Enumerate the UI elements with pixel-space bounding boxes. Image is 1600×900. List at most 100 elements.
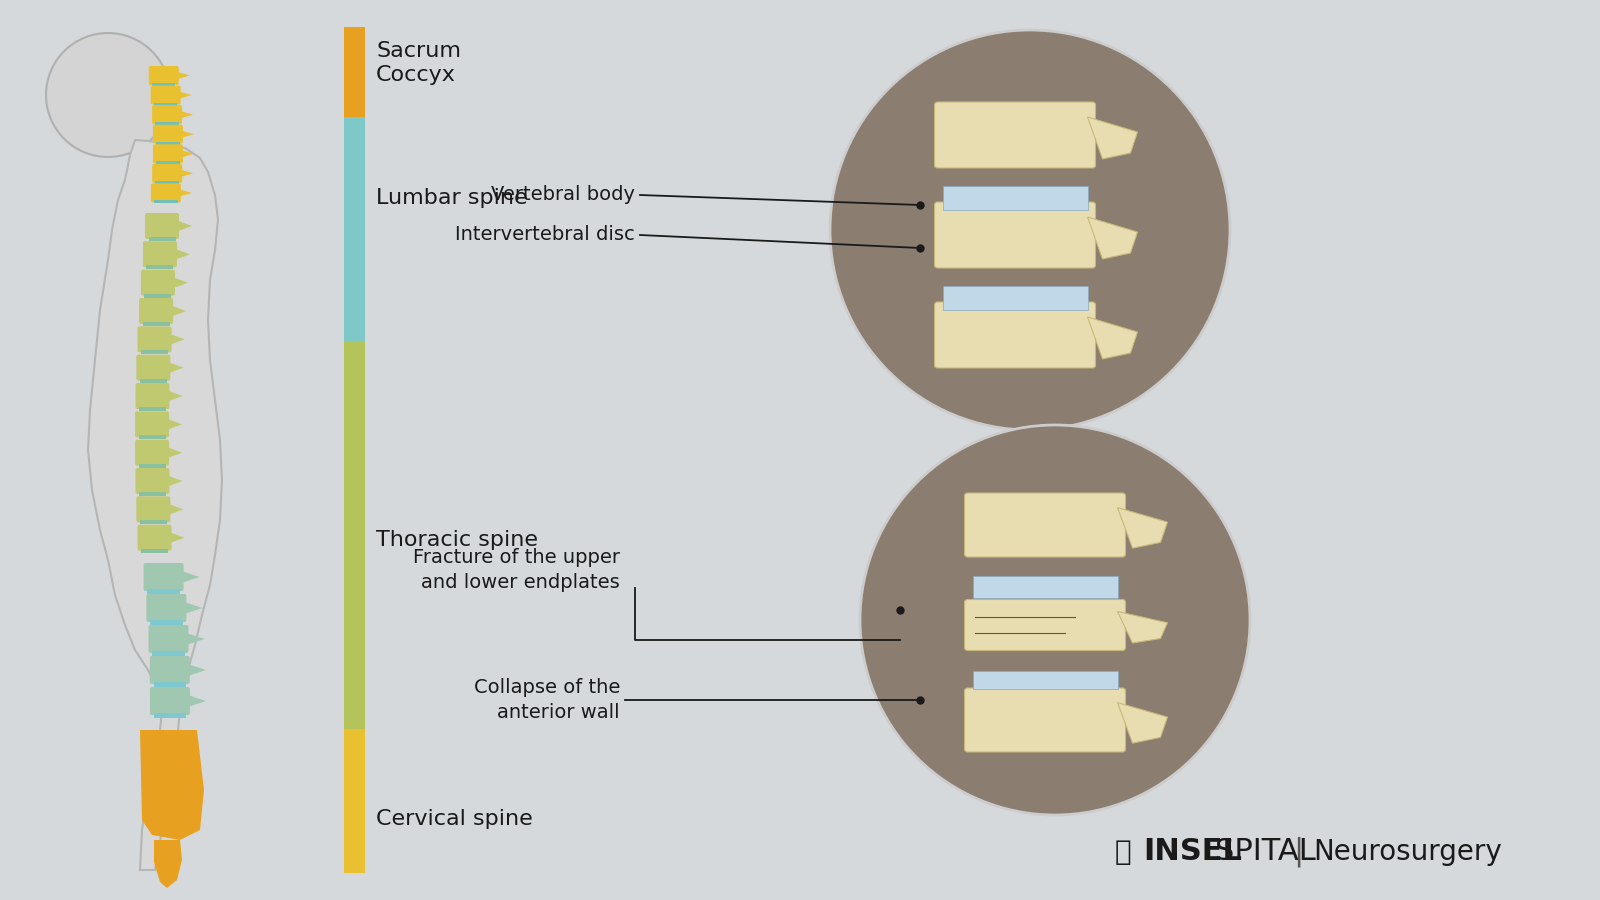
Bar — [973, 671, 1117, 689]
FancyBboxPatch shape — [136, 468, 170, 494]
Text: Collapse of the
anterior wall: Collapse of the anterior wall — [474, 678, 621, 722]
Text: Intervertebral disc: Intervertebral disc — [456, 226, 635, 245]
Text: Cervical spine: Cervical spine — [376, 809, 533, 829]
FancyBboxPatch shape — [134, 440, 170, 465]
Polygon shape — [154, 840, 182, 888]
Bar — [344, 288, 365, 342]
FancyBboxPatch shape — [144, 563, 184, 591]
Bar — [141, 350, 168, 355]
Polygon shape — [166, 418, 182, 430]
Bar — [344, 342, 365, 675]
Polygon shape — [181, 111, 194, 119]
Bar — [150, 620, 182, 625]
Text: |: | — [1293, 837, 1304, 868]
FancyBboxPatch shape — [965, 493, 1125, 557]
FancyBboxPatch shape — [150, 86, 181, 104]
Polygon shape — [181, 169, 194, 177]
Polygon shape — [1117, 508, 1168, 548]
Bar — [155, 181, 179, 184]
Bar — [139, 464, 165, 468]
Polygon shape — [141, 730, 205, 840]
FancyBboxPatch shape — [152, 105, 182, 124]
FancyBboxPatch shape — [136, 355, 170, 381]
Polygon shape — [1117, 703, 1168, 743]
FancyBboxPatch shape — [149, 625, 189, 653]
Bar — [149, 237, 176, 241]
Polygon shape — [174, 248, 190, 260]
Bar — [144, 293, 171, 298]
FancyBboxPatch shape — [146, 213, 179, 239]
Bar — [157, 161, 179, 165]
Polygon shape — [171, 305, 186, 317]
Text: Thoracic spine: Thoracic spine — [376, 530, 538, 550]
Polygon shape — [181, 130, 194, 138]
FancyBboxPatch shape — [934, 102, 1096, 168]
Polygon shape — [1088, 117, 1138, 159]
Bar — [344, 675, 365, 729]
Polygon shape — [187, 695, 206, 707]
Polygon shape — [179, 91, 192, 99]
Polygon shape — [168, 362, 184, 374]
Text: Vertebral body: Vertebral body — [491, 185, 635, 204]
Bar — [154, 201, 178, 203]
Polygon shape — [168, 504, 184, 515]
Bar — [154, 103, 178, 105]
FancyBboxPatch shape — [150, 184, 181, 202]
Bar — [139, 379, 166, 382]
FancyBboxPatch shape — [138, 525, 171, 551]
FancyBboxPatch shape — [136, 496, 170, 522]
Polygon shape — [168, 391, 182, 401]
FancyBboxPatch shape — [142, 241, 178, 267]
Bar — [152, 651, 184, 656]
FancyBboxPatch shape — [150, 687, 190, 715]
FancyBboxPatch shape — [154, 144, 182, 163]
Bar — [942, 186, 1088, 210]
FancyBboxPatch shape — [141, 270, 174, 296]
Bar — [344, 27, 365, 117]
Polygon shape — [170, 334, 184, 345]
FancyBboxPatch shape — [154, 125, 182, 144]
Bar — [344, 729, 365, 873]
Text: Lumbar spine: Lumbar spine — [376, 188, 528, 208]
Polygon shape — [181, 150, 194, 158]
Polygon shape — [187, 633, 205, 645]
Bar — [152, 83, 176, 86]
Bar — [157, 141, 179, 145]
Polygon shape — [187, 664, 206, 676]
FancyBboxPatch shape — [146, 594, 186, 622]
Bar — [139, 520, 166, 525]
FancyBboxPatch shape — [965, 599, 1125, 651]
Text: Ⓢ: Ⓢ — [1115, 838, 1131, 866]
Polygon shape — [1088, 217, 1138, 259]
Polygon shape — [166, 447, 182, 458]
Text: SPITAL: SPITAL — [1214, 838, 1315, 867]
FancyBboxPatch shape — [134, 411, 170, 437]
Polygon shape — [184, 602, 202, 614]
Circle shape — [46, 33, 170, 157]
FancyBboxPatch shape — [965, 688, 1125, 752]
FancyBboxPatch shape — [934, 302, 1096, 368]
Text: Neurosurgery: Neurosurgery — [1314, 838, 1502, 866]
Bar — [141, 549, 168, 553]
Bar — [139, 407, 166, 411]
Polygon shape — [178, 220, 192, 231]
Bar — [344, 117, 365, 288]
Text: Sacrum
Coccyx: Sacrum Coccyx — [376, 41, 461, 85]
Bar — [154, 713, 186, 718]
Bar — [142, 322, 170, 326]
FancyBboxPatch shape — [152, 164, 182, 183]
Bar — [973, 576, 1117, 598]
Text: Fracture of the upper
and lower endplates: Fracture of the upper and lower endplate… — [413, 548, 621, 592]
Polygon shape — [1117, 611, 1168, 643]
FancyBboxPatch shape — [136, 383, 170, 409]
Bar — [155, 122, 179, 125]
Polygon shape — [170, 532, 184, 544]
Bar — [154, 682, 186, 687]
Polygon shape — [181, 571, 200, 583]
Circle shape — [861, 425, 1250, 815]
Polygon shape — [168, 475, 182, 487]
FancyBboxPatch shape — [138, 327, 171, 352]
Text: INSEL: INSEL — [1142, 838, 1242, 867]
Bar — [942, 286, 1088, 310]
Bar — [139, 436, 165, 439]
